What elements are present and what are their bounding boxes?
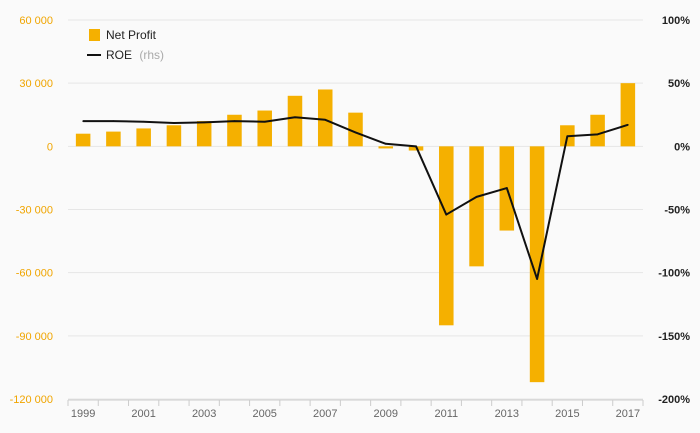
roe-point <box>173 122 175 124</box>
svg-text:ROE (rhs): ROE (rhs) <box>106 48 164 62</box>
y-tick-label: -30 000 <box>16 205 53 217</box>
x-tick-label: 2015 <box>555 408 579 420</box>
right-axis-ticks: 100% 50% 0% -50% -100% -150% -200% <box>658 15 690 406</box>
x-axis: 1999 2001 2003 2005 2007 2009 2011 2013 2015 2017 <box>67 399 644 420</box>
roe-point <box>354 131 357 134</box>
y-tick-label: -120 000 <box>10 394 53 406</box>
net-profit-bar <box>469 146 484 267</box>
net-profit-bar <box>287 95 303 147</box>
y-tick-label: 0 <box>47 141 53 153</box>
roe-point <box>112 120 115 122</box>
legend-label-roe: ROE <box>106 48 132 62</box>
net-profit-bar <box>106 131 121 147</box>
roe-point <box>384 143 387 145</box>
roe-point <box>263 120 266 123</box>
roe-point <box>324 119 327 121</box>
x-tick-label: 2009 <box>374 408 398 420</box>
gridlines <box>68 19 643 400</box>
x-tick-label: 2003 <box>192 408 216 420</box>
roe-point <box>82 120 84 122</box>
x-tick-label: 2005 <box>252 408 276 420</box>
roe-point <box>627 124 629 126</box>
net-profit-bar <box>378 146 394 149</box>
y2-tick-label: 50% <box>668 78 690 90</box>
legend: Net Profit ROE (rhs) <box>87 28 164 62</box>
y-tick-label: -90 000 <box>16 331 53 343</box>
y2-tick-label: -150% <box>658 331 690 343</box>
net-profit-bar <box>439 146 454 326</box>
left-axis-ticks: 60 000 30 000 0 -30 000 -60 000 -90 000 -120 0… <box>10 15 53 406</box>
x-tick-label: 2013 <box>495 408 519 420</box>
y-tick-label: -60 000 <box>16 268 53 280</box>
roe-point <box>506 187 508 189</box>
x-tick-label: 2017 <box>616 408 640 420</box>
roe-point <box>415 145 417 148</box>
y2-tick-label: 0% <box>674 141 690 153</box>
y-tick-label: 60 000 <box>19 15 53 27</box>
roe-point <box>445 213 448 216</box>
roe-point <box>566 135 569 138</box>
roe-point <box>596 133 599 136</box>
net-profit-bar <box>166 125 182 147</box>
roe-point <box>536 278 538 280</box>
roe-line-group <box>82 116 629 280</box>
roe-point <box>233 120 236 122</box>
net-profit-bars <box>75 83 636 383</box>
net-profit-bar <box>227 114 242 147</box>
net-profit-bar <box>196 121 212 147</box>
net-profit-bar <box>348 112 363 147</box>
roe-point <box>294 116 296 119</box>
roe-point <box>475 196 478 198</box>
net-profit-bar <box>136 128 151 147</box>
legend-swatch-net-profit <box>89 29 100 41</box>
roe-point <box>203 121 205 124</box>
net-profit-bar <box>317 89 333 147</box>
y2-tick-label: -200% <box>658 394 690 406</box>
legend-label-roe-suffix: (rhs) <box>139 48 164 62</box>
roe-point <box>142 120 145 123</box>
legend-label-net-profit: Net Profit <box>106 28 157 42</box>
x-tick-label: 2007 <box>313 408 337 420</box>
x-tick-label: 1999 <box>71 408 95 420</box>
net-profit-bar <box>590 114 605 147</box>
y2-tick-label: -50% <box>664 205 690 217</box>
net-profit-bar <box>75 133 91 147</box>
x-tick-label: 2011 <box>434 408 458 420</box>
y2-tick-label: 100% <box>662 15 690 27</box>
y2-tick-label: -100% <box>658 268 690 280</box>
net-profit-bar <box>257 110 272 147</box>
y-tick-label: 30 000 <box>19 78 53 90</box>
net-profit-bar <box>620 83 636 147</box>
x-tick-label: 2001 <box>131 408 155 420</box>
net-profit-bar <box>529 146 545 383</box>
